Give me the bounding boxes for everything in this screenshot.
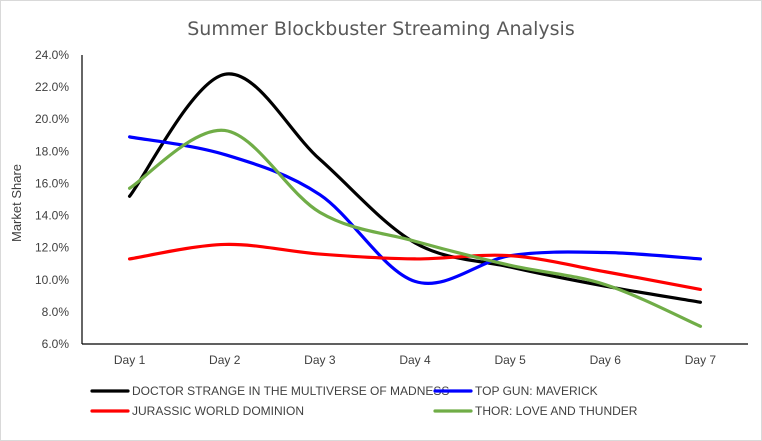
x-axis-ticks: Day 1 Day 2 Day 3 Day 4 Day 5 Day 6 Day 7 (114, 353, 717, 367)
y-tick-label: 20.0% (35, 112, 69, 126)
series-line-2 (127, 135, 703, 285)
chart-title: Summer Blockbuster Streaming Analysis (187, 18, 575, 40)
x-tick-label: Day 6 (590, 353, 622, 367)
x-tick-label: Day 4 (399, 353, 431, 367)
legend-label: THOR: LOVE AND THUNDER (475, 404, 638, 418)
x-tick-label: Day 5 (494, 353, 526, 367)
legend: DOCTOR STRANGE IN THE MULTIVERSE OF MADN… (90, 384, 638, 418)
y-tick-label: 24.0% (35, 48, 69, 62)
y-tick-label: 16.0% (35, 176, 69, 190)
legend-item: JURASSIC WORLD DOMINION (90, 404, 304, 418)
legend-label: JURASSIC WORLD DOMINION (132, 404, 304, 418)
x-tick-label: Day 7 (685, 353, 717, 367)
legend-item: DOCTOR STRANGE IN THE MULTIVERSE OF MADN… (90, 384, 449, 398)
y-tick-label: 14.0% (35, 209, 69, 223)
series-layer (127, 72, 703, 328)
legend-label: TOP GUN: MAVERICK (475, 384, 598, 398)
x-tick-label: Day 1 (114, 353, 146, 367)
series-line-3 (127, 242, 703, 292)
y-tick-label: 18.0% (35, 144, 69, 158)
x-tick-label: Day 3 (304, 353, 336, 367)
y-tick-label: 12.0% (35, 241, 69, 255)
y-tick-label: 22.0% (35, 80, 69, 94)
y-tick-label: 10.0% (35, 273, 69, 287)
y-tick-label: 6.0% (42, 337, 70, 351)
legend-item: TOP GUN: MAVERICK (433, 384, 598, 398)
legend-item: THOR: LOVE AND THUNDER (433, 404, 638, 418)
y-tick-label: 8.0% (42, 305, 70, 319)
y-axis-ticks: 6.0% 8.0% 10.0% 12.0% 14.0% 16.0% 18.0% 20.0% 22… (35, 48, 69, 351)
legend-label: DOCTOR STRANGE IN THE MULTIVERSE OF MADN… (132, 384, 449, 398)
series-line-4 (127, 128, 703, 328)
series-line-1 (127, 72, 703, 304)
x-tick-label: Day 2 (209, 353, 241, 367)
y-axis-title: Market Share (9, 164, 24, 242)
